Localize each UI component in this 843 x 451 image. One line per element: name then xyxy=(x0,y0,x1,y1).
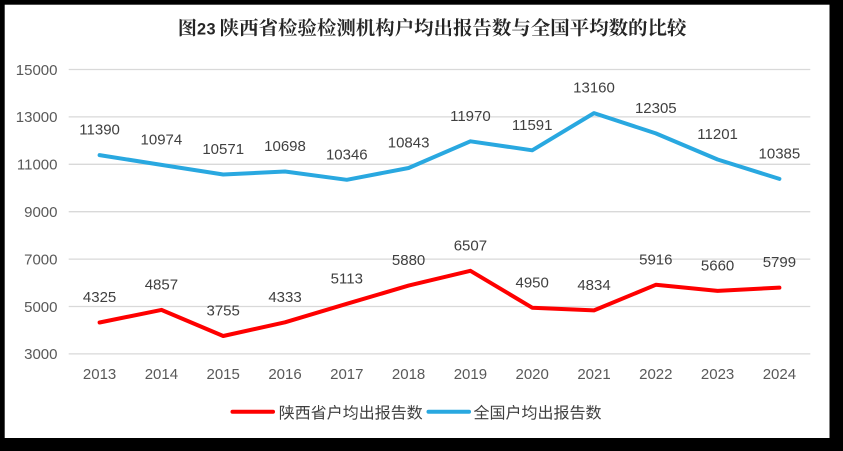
svg-text:13000: 13000 xyxy=(16,109,58,126)
svg-text:2019: 2019 xyxy=(454,366,487,383)
svg-text:4834: 4834 xyxy=(577,277,610,294)
svg-text:23: 23 xyxy=(197,21,216,39)
svg-text:4950: 4950 xyxy=(516,274,549,291)
svg-text:9000: 9000 xyxy=(24,204,57,221)
svg-text:2013: 2013 xyxy=(83,366,116,383)
svg-text:2014: 2014 xyxy=(145,366,178,383)
svg-text:11591: 11591 xyxy=(512,117,553,134)
svg-text:11390: 11390 xyxy=(79,122,120,139)
svg-text:10698: 10698 xyxy=(264,138,306,155)
svg-text:6507: 6507 xyxy=(454,237,487,254)
svg-text:15000: 15000 xyxy=(16,62,58,79)
svg-text:11000: 11000 xyxy=(17,157,58,174)
svg-text:2021: 2021 xyxy=(577,366,610,383)
svg-text:5113: 5113 xyxy=(331,270,363,287)
svg-text:2020: 2020 xyxy=(516,366,549,383)
svg-text:10571: 10571 xyxy=(202,141,244,158)
svg-text:3000: 3000 xyxy=(24,346,57,363)
svg-text:10385: 10385 xyxy=(759,146,801,163)
svg-text:2017: 2017 xyxy=(330,366,363,383)
svg-text:4857: 4857 xyxy=(145,277,178,294)
svg-text:12305: 12305 xyxy=(635,100,677,117)
svg-text:13160: 13160 xyxy=(573,80,615,97)
svg-text:2018: 2018 xyxy=(392,366,425,383)
svg-text:3755: 3755 xyxy=(207,303,240,320)
svg-text:5660: 5660 xyxy=(701,258,734,275)
svg-text:10843: 10843 xyxy=(388,135,430,152)
svg-text:2024: 2024 xyxy=(763,366,796,383)
svg-text:2016: 2016 xyxy=(268,366,301,383)
svg-text:4333: 4333 xyxy=(268,289,301,306)
svg-text:10974: 10974 xyxy=(141,132,183,149)
svg-text:5799: 5799 xyxy=(763,254,796,271)
svg-text:5000: 5000 xyxy=(24,299,57,316)
svg-text:4325: 4325 xyxy=(83,289,116,306)
svg-text:2023: 2023 xyxy=(701,366,734,383)
svg-text:11201: 11201 xyxy=(697,126,738,143)
svg-text:5916: 5916 xyxy=(639,251,672,268)
svg-text:2022: 2022 xyxy=(639,366,672,383)
svg-text:5880: 5880 xyxy=(392,252,425,269)
svg-text:2015: 2015 xyxy=(207,366,240,383)
svg-text:11970: 11970 xyxy=(450,108,491,125)
svg-text:10346: 10346 xyxy=(326,146,368,163)
svg-text:7000: 7000 xyxy=(24,251,57,268)
